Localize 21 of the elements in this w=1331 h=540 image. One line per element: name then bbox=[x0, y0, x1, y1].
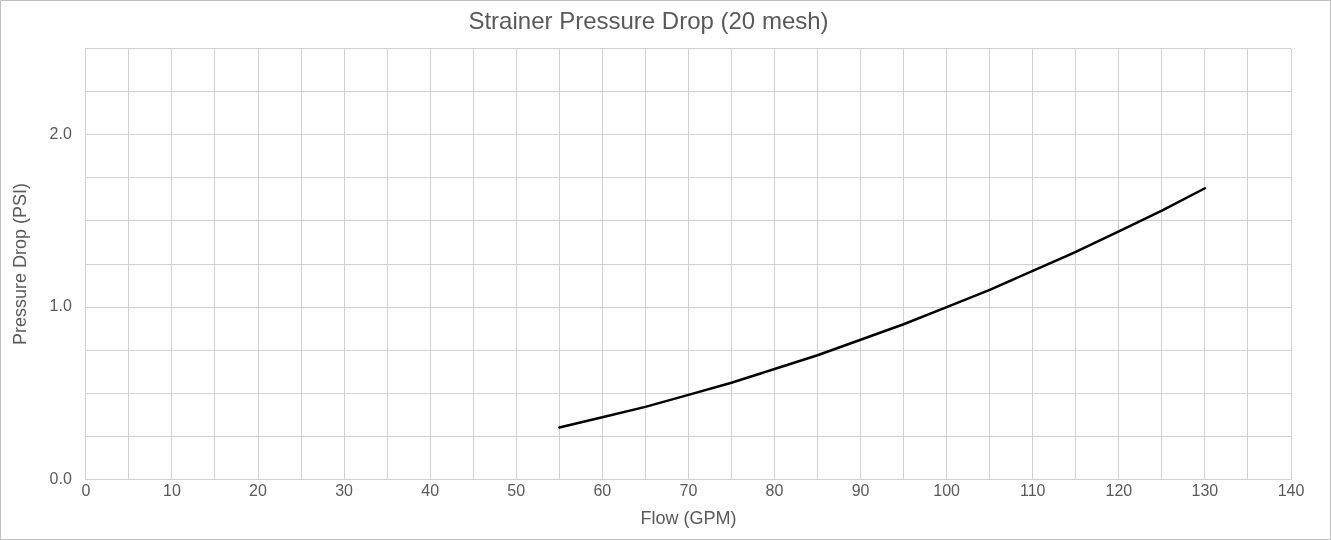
x-tick-label: 110 bbox=[1019, 482, 1046, 500]
y-axis-title: Pressure Drop (PSI) bbox=[9, 182, 30, 346]
x-tick-label: 130 bbox=[1191, 482, 1219, 500]
x-tick-label: 40 bbox=[421, 482, 440, 500]
chart-title: Strainer Pressure Drop (20 mesh) bbox=[468, 7, 829, 35]
x-tick-label: 20 bbox=[249, 482, 268, 500]
x-tick-label: 30 bbox=[335, 482, 354, 500]
x-tick-label: 0 bbox=[81, 482, 91, 500]
y-tick-label: 1.0 bbox=[49, 297, 72, 315]
x-tick-label: 100 bbox=[933, 482, 961, 500]
x-tick-label: 50 bbox=[507, 482, 526, 500]
x-tick-label: 140 bbox=[1277, 482, 1305, 500]
x-tick-label: 10 bbox=[163, 482, 181, 500]
x-tick-label: 120 bbox=[1105, 482, 1133, 500]
y-tick-label: 2.0 bbox=[49, 125, 72, 143]
x-axis-title: Flow (GPM) bbox=[640, 508, 737, 529]
x-tick-label: 90 bbox=[851, 482, 870, 500]
x-tick-label: 60 bbox=[593, 482, 612, 500]
x-tick-label: 70 bbox=[679, 482, 698, 500]
x-tick-label: 80 bbox=[765, 482, 784, 500]
y-tick-label: 0.0 bbox=[49, 469, 72, 487]
